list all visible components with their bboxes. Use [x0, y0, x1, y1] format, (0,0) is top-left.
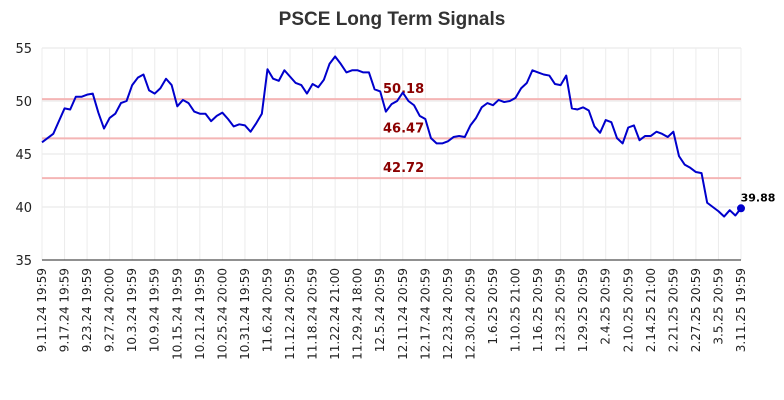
x-tick-label: 2.10.25 20:59	[621, 268, 635, 352]
x-tick-label: 9.11.24 19:59	[35, 268, 49, 352]
x-tick-label: 10.31.24 19:59	[238, 268, 252, 360]
x-tick-label: 9.23.24 19:59	[80, 268, 94, 352]
x-tick-label: 2.27.25 20:59	[689, 268, 703, 352]
signal-label: 42.72	[383, 161, 424, 176]
y-axis: 35 40 45 50 55	[15, 42, 32, 269]
chart-title: PSCE Long Term Signals	[279, 9, 506, 30]
x-tick-label: 11.29.24 18:00	[351, 268, 365, 360]
x-tick-label: 11.6.24 20:59	[260, 268, 274, 352]
series-line	[41, 55, 742, 218]
annotations: 39.88	[737, 191, 776, 213]
x-tick-label: 1.6.25 20:59	[486, 268, 500, 345]
y-tick-label: 45	[15, 148, 32, 163]
x-tick-label: 12.17.24 20:59	[418, 268, 432, 360]
x-tick-label: 1.29.25 20:59	[576, 268, 590, 352]
x-axis: 9.11.24 19:59 9.17.24 19:59 9.23.24 19:59 9…	[35, 259, 748, 360]
x-tick-label: 10.25.24 20:00	[215, 268, 229, 360]
x-tick-label: 10.15.24 19:59	[170, 268, 184, 360]
x-tick-label: 10.21.24 19:59	[193, 268, 207, 360]
x-tick-label: 9.17.24 19:59	[58, 268, 72, 352]
x-tick-label: 10.3.24 19:59	[125, 268, 139, 352]
x-tick-label: 10.9.24 19:59	[148, 268, 162, 352]
x-tick-label: 1.16.25 20:59	[531, 268, 545, 352]
y-tick-label: 55	[15, 42, 32, 57]
x-tick-label: 12.23.24 20:59	[441, 268, 455, 360]
x-tick-label: 1.23.25 20:59	[554, 268, 568, 352]
y-tick-label: 35	[15, 254, 32, 269]
x-tick-label: 3.5.25 20:59	[711, 268, 725, 345]
last-value-label: 39.88	[741, 191, 776, 204]
x-tick-label: 12.11.24 20:59	[396, 268, 410, 360]
grid	[41, 47, 742, 261]
x-tick-label: 11.12.24 20:59	[283, 268, 297, 360]
x-tick-label: 1.10.25 21:00	[509, 268, 523, 352]
signal-label: 46.47	[383, 121, 424, 136]
y-tick-label: 40	[15, 201, 32, 216]
y-tick-label: 50	[15, 95, 32, 110]
signal-label: 50.18	[383, 82, 424, 97]
x-tick-label: 2.4.25 20:59	[599, 268, 613, 345]
signal-lines: 50.18 46.47 42.72	[42, 82, 741, 180]
x-tick-label: 2.21.25 20:59	[666, 268, 680, 352]
x-tick-label: 11.18.24 20:59	[306, 268, 320, 360]
price-series	[41, 55, 742, 218]
last-value-point	[737, 204, 745, 213]
x-tick-label: 12.30.24 20:59	[463, 268, 477, 360]
x-tick-label: 3.11.25 19:59	[734, 268, 748, 352]
x-tick-label: 9.27.24 20:00	[103, 268, 117, 352]
x-tick-label: 12.5.24 20:59	[373, 268, 387, 352]
x-tick-label: 11.22.24 21:00	[328, 268, 342, 360]
x-tick-label: 2.14.25 21:00	[644, 268, 658, 352]
